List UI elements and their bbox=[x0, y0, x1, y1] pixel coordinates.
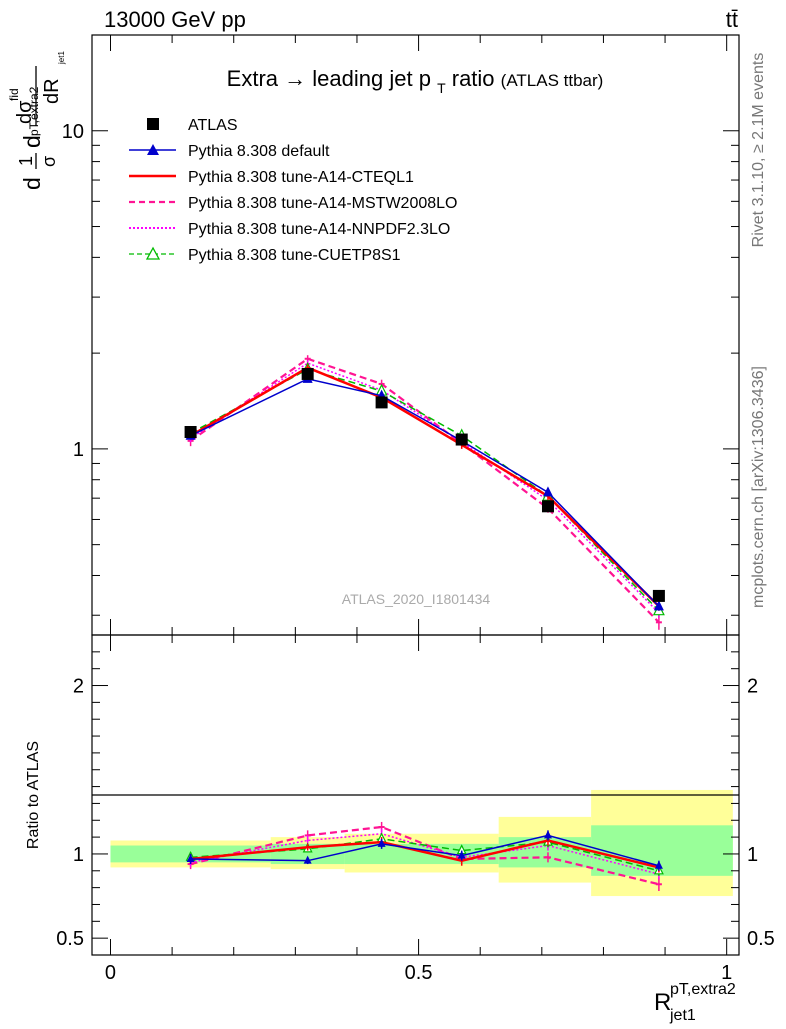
main-y-axis-label: d 1 σ d dσ fid pT,extra2 dR jet1 bbox=[7, 51, 66, 190]
ratio-series-line bbox=[190, 834, 660, 867]
main-series-line bbox=[190, 368, 660, 612]
main-series-line bbox=[190, 378, 660, 607]
ratio-point bbox=[377, 838, 386, 847]
main-y-tick-label: 1 bbox=[73, 439, 84, 461]
legend-entry-cuetp8s1: Pythia 8.308 tune-CUETP8S1 bbox=[129, 246, 401, 264]
ratio-y-tick-label-left: 2 bbox=[73, 676, 84, 698]
main-series-line bbox=[189, 357, 660, 624]
atlas-data-point bbox=[184, 426, 197, 439]
main-y-tick-label: 10 bbox=[62, 121, 84, 143]
ylabel-d: d bbox=[19, 177, 45, 190]
ratio-y-tick-label-left: 0.5 bbox=[56, 928, 84, 950]
main-point bbox=[653, 600, 664, 611]
ratio-uncertainty-bands bbox=[110, 789, 733, 897]
legend-entry-atlas: ATLAS bbox=[147, 117, 238, 134]
legend-marker-default bbox=[147, 144, 159, 155]
main-panel bbox=[184, 355, 665, 630]
rivet-version-label: Rivet 3.1.10, ≥ 2.1M events bbox=[750, 53, 767, 248]
ylabel-jet1: jet1 bbox=[57, 51, 66, 65]
ratio-panel-frame bbox=[91, 634, 740, 956]
xlabel-superscript: pT,extra2 bbox=[670, 981, 736, 998]
main-point bbox=[542, 486, 553, 497]
atlas-data-point bbox=[652, 589, 665, 602]
plot-title: Extra → leading jet p T ratio (ATLAS ttb… bbox=[227, 66, 604, 98]
legend-marker-cuetp8s1 bbox=[145, 246, 161, 260]
legend-marker-atlas bbox=[147, 118, 159, 130]
analysis-watermark: ATLAS_2020_I1801434 bbox=[342, 591, 491, 607]
ratio-x-tick-label: 0 bbox=[105, 962, 116, 984]
legend-entry-mstw: Pythia 8.308 tune-A14-MSTW2008LO bbox=[129, 195, 457, 212]
xlabel-subscript: jet1 bbox=[669, 1007, 696, 1024]
xlabel-R: R bbox=[654, 989, 671, 1016]
legend-label-cuetp8s1: Pythia 8.308 tune-CUETP8S1 bbox=[188, 247, 401, 264]
legend-label-atlas: ATLAS bbox=[188, 117, 238, 134]
ratio-series-line bbox=[190, 839, 660, 869]
ratio-y-axis-label: Ratio to ATLAS bbox=[25, 741, 42, 849]
ylabel-dsigma: dσ bbox=[14, 100, 36, 124]
ratio-point bbox=[457, 850, 466, 859]
ylabel-fid: fid bbox=[7, 88, 21, 101]
main-series-line bbox=[190, 362, 660, 614]
main-axis-ticks: 1 10 bbox=[62, 34, 739, 635]
ratio-point bbox=[186, 854, 195, 862]
ratio-series-line bbox=[190, 838, 660, 872]
title-text-1: Extra bbox=[227, 66, 279, 91]
title-text-3: ratio bbox=[452, 66, 495, 91]
legend-label-cteql1: Pythia 8.308 tune-A14-CTEQL1 bbox=[188, 169, 414, 186]
main-series-line bbox=[189, 366, 660, 608]
energy-label: 13000 GeV pp bbox=[104, 7, 246, 32]
title-subscript: T bbox=[437, 80, 446, 96]
ratio-x-tick-label: 1 bbox=[721, 962, 732, 984]
ratio-panel bbox=[185, 821, 664, 891]
ratio-y-tick-label-right: 2 bbox=[747, 676, 758, 698]
ratio-point bbox=[654, 860, 663, 869]
title-text-2: leading jet p bbox=[312, 66, 431, 91]
legend-label-nnpdf: Pythia 8.308 tune-A14-NNPDF2.3LO bbox=[188, 221, 450, 238]
ylabel-d2: d bbox=[19, 135, 45, 148]
process-label: tt̄ bbox=[726, 7, 738, 32]
legend: ATLAS Pythia 8.308 default Pythia 8.308 … bbox=[129, 117, 457, 264]
ylabel-one: 1 bbox=[16, 156, 36, 166]
mcplots-label: mcplots.cern.ch [arXiv:1306.3436] bbox=[750, 366, 767, 608]
ratio-point bbox=[303, 855, 312, 864]
title-arrow: → bbox=[284, 66, 306, 91]
ratio-y-tick-label-left: 1 bbox=[73, 844, 84, 866]
x-axis-label: R pT,extra2 jet1 bbox=[654, 981, 736, 1024]
title-tag: (ATLAS ttbar) bbox=[501, 71, 604, 90]
legend-entry-cteql1: Pythia 8.308 tune-A14-CTEQL1 bbox=[129, 169, 414, 186]
ylabel-dR: dR bbox=[41, 78, 63, 104]
legend-label-mstw: Pythia 8.308 tune-A14-MSTW2008LO bbox=[188, 195, 457, 212]
legend-label-default: Pythia 8.308 default bbox=[188, 143, 330, 160]
ratio-x-tick-label: 0.5 bbox=[405, 962, 433, 984]
ratio-point bbox=[543, 830, 552, 839]
ratio-y-tick-label-right: 0.5 bbox=[747, 928, 775, 950]
ylabel-extra2: pT,extra2 bbox=[27, 86, 41, 136]
ratio-y-tick-label-right: 1 bbox=[747, 844, 758, 866]
ylabel-sigma: σ bbox=[39, 156, 59, 167]
atlas-data-point bbox=[455, 433, 468, 446]
legend-entry-default: Pythia 8.308 default bbox=[129, 143, 330, 160]
atlas-data-point bbox=[541, 500, 554, 513]
legend-entry-nnpdf: Pythia 8.308 tune-A14-NNPDF2.3LO bbox=[129, 221, 450, 238]
ratio-series-line bbox=[190, 825, 660, 886]
atlas-data-point bbox=[301, 367, 314, 380]
ratio-axis-ticks: 0.5 0.5 1 1 2 2 0 0.5 1 bbox=[56, 635, 775, 984]
atlas-data-point bbox=[375, 396, 388, 409]
